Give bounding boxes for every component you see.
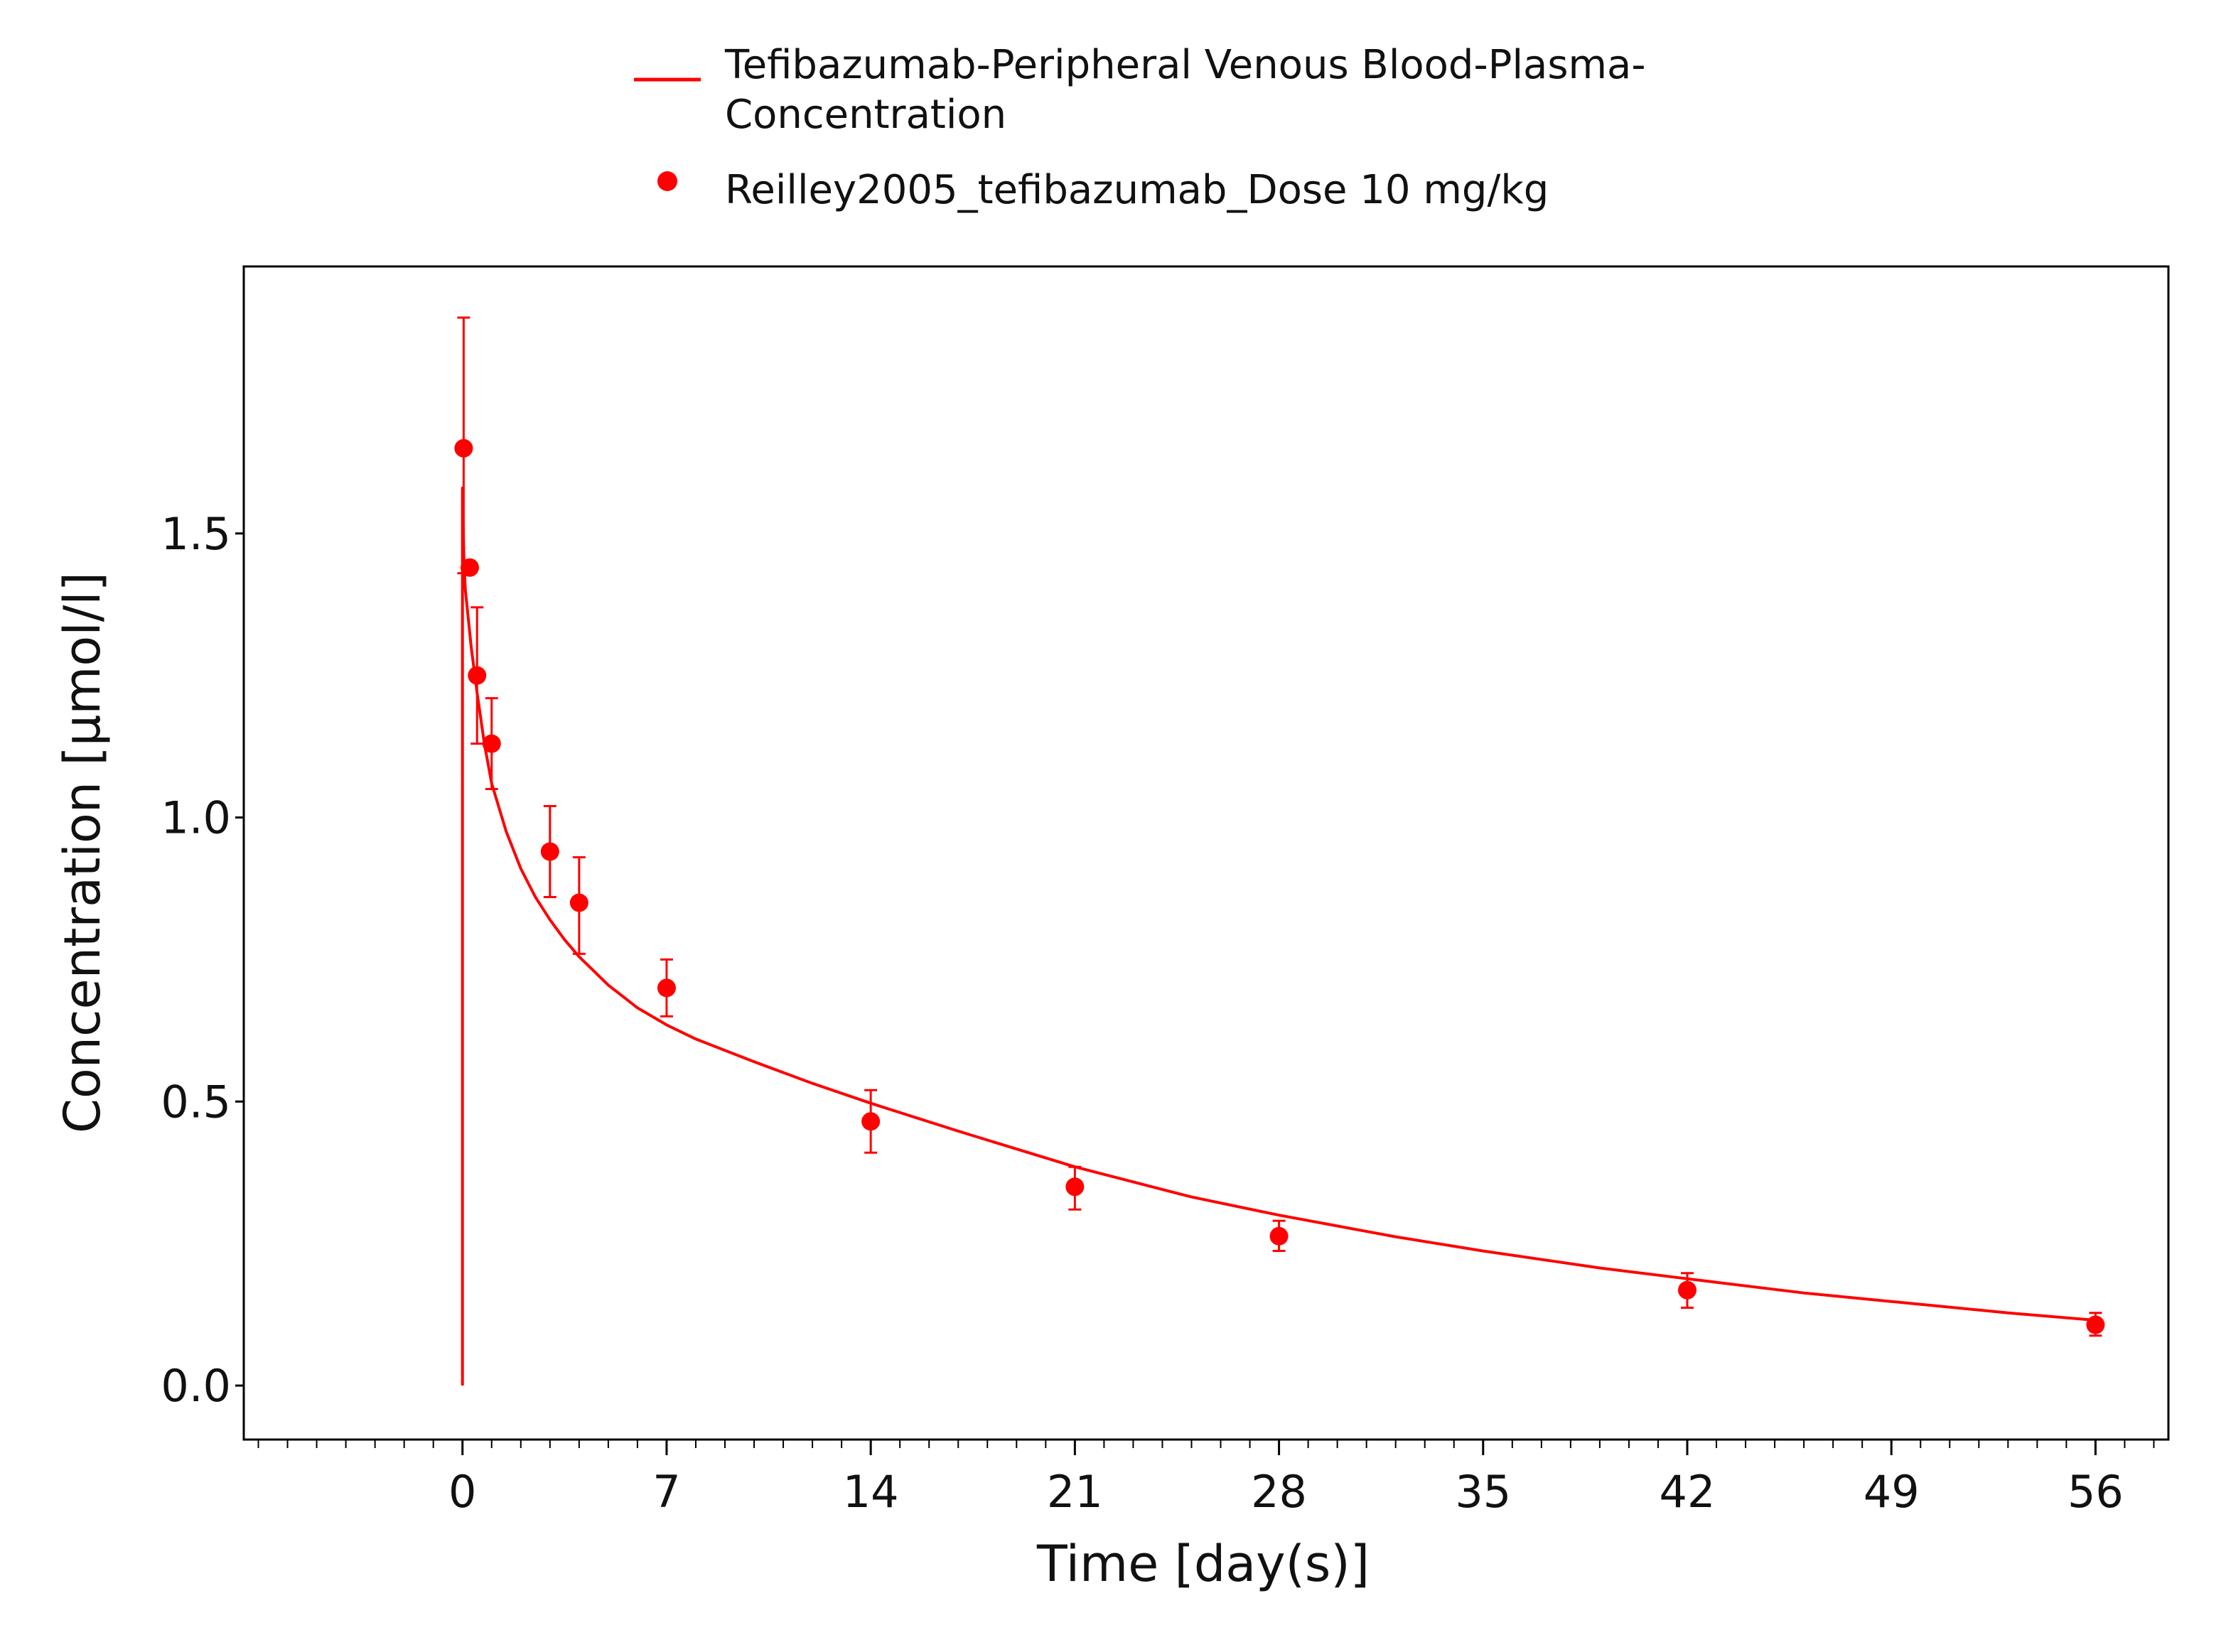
data-point	[657, 978, 676, 998]
data-point	[1065, 1177, 1085, 1197]
data-point	[569, 893, 588, 912]
x-tick-label: 0	[448, 1466, 476, 1518]
y-tick-label: 1.0	[161, 792, 231, 844]
plot-area	[454, 316, 2105, 1386]
data-point	[454, 438, 473, 458]
x-tick-label: 42	[1660, 1466, 1716, 1518]
data-point	[468, 666, 487, 685]
x-tick-label: 56	[2067, 1466, 2124, 1518]
y-tick-label: 1.5	[161, 508, 231, 560]
data-point	[1678, 1280, 1696, 1300]
x-axis: 0 7 14 21 28 35 42 49 56	[257, 1440, 2155, 1518]
y-tick-label: 0.5	[161, 1076, 231, 1128]
x-tick-label: 7	[652, 1466, 680, 1518]
data-point	[482, 734, 501, 753]
y-axis-title: Concentration [µmol/l]	[53, 572, 112, 1133]
x-tick-label: 21	[1047, 1466, 1103, 1518]
data-point	[540, 842, 559, 861]
y-tick-label: 0.0	[161, 1360, 231, 1412]
legend-marker-swatch	[657, 171, 677, 191]
legend: Tefibazumab-Peripheral Venous Blood-Plas…	[634, 42, 1646, 213]
data-point	[1269, 1226, 1289, 1246]
x-tick-label: 28	[1251, 1466, 1307, 1518]
x-tick-label: 35	[1455, 1466, 1511, 1518]
plot-frame	[242, 265, 2170, 1441]
data-point	[2086, 1315, 2105, 1334]
legend-line-label-1: Tefibazumab-Peripheral Venous Blood-Plas…	[724, 42, 1646, 88]
data-point	[861, 1112, 881, 1131]
x-axis-title: Time [day(s)]	[1036, 1535, 1370, 1593]
legend-marker-label: Reilley2005_tefibazumab_Dose 10 mg/kg	[725, 167, 1549, 213]
x-tick-label: 14	[843, 1466, 899, 1518]
data-point	[460, 558, 479, 577]
y-axis: 0.0 0.5 1.0 1.5	[161, 508, 244, 1412]
x-tick-label: 49	[1864, 1466, 1920, 1518]
legend-line-label-2: Concentration	[725, 92, 1006, 138]
